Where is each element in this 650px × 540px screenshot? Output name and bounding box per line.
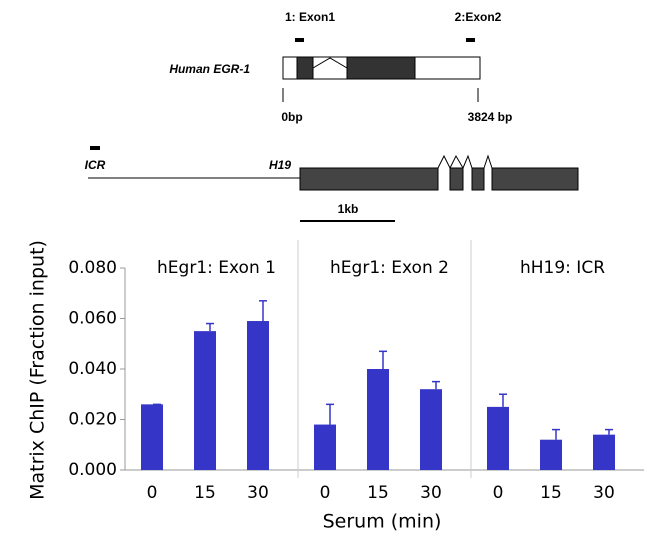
intron — [437, 154, 464, 170]
exon — [449, 167, 464, 191]
bar — [540, 439, 562, 470]
label: ICR — [85, 158, 106, 172]
intron — [483, 154, 493, 169]
label: 1kb — [338, 202, 359, 216]
panel-title: hEgr1: Exon 2 — [330, 258, 449, 278]
bar — [247, 321, 269, 470]
exon — [299, 167, 439, 191]
label: 0bp — [281, 110, 302, 124]
exon — [491, 167, 579, 191]
y-tick-label: 0.080 — [68, 258, 117, 278]
y-tick-label: 0.060 — [68, 309, 117, 329]
label: 3824 bp — [468, 110, 513, 124]
label: H19 — [269, 158, 291, 172]
y-axis-label: Matrix ChIP (Fraction input) — [27, 240, 49, 500]
bar — [487, 406, 509, 470]
bar — [314, 424, 336, 470]
probe — [466, 38, 475, 42]
label: 1: Exon1 — [285, 10, 335, 24]
x-tick-label: 0 — [147, 483, 158, 503]
x-axis-label: Serum (min) — [323, 511, 442, 533]
intron — [462, 154, 473, 169]
panel-title: hEgr1: Exon 1 — [157, 258, 276, 278]
label: 2:Exon2 — [455, 10, 502, 24]
bar — [593, 434, 615, 470]
x-tick-label: 15 — [367, 483, 389, 503]
x-tick-label: 0 — [493, 483, 504, 503]
x-tick-label: 30 — [247, 483, 269, 503]
y-tick-label: 0.000 — [68, 460, 117, 480]
label: Human EGR-1 — [169, 62, 250, 76]
x-tick-label: 0 — [320, 483, 331, 503]
exon — [471, 167, 485, 191]
bar — [367, 369, 389, 470]
probe — [90, 146, 100, 150]
bar — [420, 389, 442, 470]
gene-diagram — [88, 38, 579, 222]
exon — [346, 56, 416, 80]
y-tick-label: 0.040 — [68, 359, 117, 379]
x-tick-label: 30 — [593, 483, 615, 503]
exon — [296, 56, 314, 80]
panel-title: hH19: ICR — [520, 258, 605, 278]
x-tick-label: 15 — [194, 483, 216, 503]
bar — [194, 331, 216, 470]
intron — [312, 57, 348, 69]
x-tick-label: 15 — [540, 483, 562, 503]
probe — [295, 38, 304, 42]
bar — [141, 404, 163, 470]
y-tick-label: 0.020 — [68, 410, 117, 430]
x-tick-label: 30 — [420, 483, 442, 503]
